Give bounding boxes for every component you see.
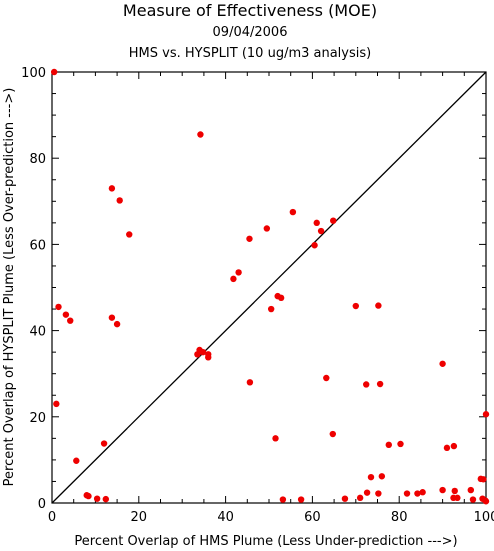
data-point [363, 489, 371, 496]
data-point [55, 303, 62, 311]
data-point [197, 131, 204, 138]
data-point [467, 486, 475, 494]
data-point [199, 348, 207, 356]
data-point [108, 185, 116, 192]
data-point [397, 440, 404, 448]
data-point [100, 440, 108, 447]
data-point [50, 68, 58, 76]
data-point [205, 354, 212, 361]
data-point [102, 495, 110, 503]
data-point [93, 495, 101, 502]
chart-date: 09/04/2006 [213, 25, 288, 40]
data-point [62, 311, 70, 318]
data-point [454, 494, 461, 502]
x-tick-label: 40 [217, 510, 234, 525]
x-tick-label: 80 [391, 510, 408, 525]
data-point [480, 476, 487, 483]
data-point [272, 435, 279, 442]
y-tick-label: 100 [21, 66, 46, 81]
data-point [116, 197, 123, 204]
data-point [53, 400, 60, 408]
data-point [235, 269, 242, 276]
x-tick-label: 60 [304, 510, 321, 525]
reference-line-group [51, 71, 487, 504]
y-tick-label: 40 [29, 325, 46, 340]
data-point [341, 495, 349, 502]
data-point [375, 490, 382, 497]
data-point [230, 275, 237, 283]
data-point [126, 231, 133, 238]
y-tick-label: 60 [29, 238, 46, 253]
data-point [385, 441, 392, 449]
x-tick-label: 20 [131, 510, 148, 525]
data-point [450, 442, 458, 450]
chart-title: Measure of Effectiveness (MOE) [123, 1, 377, 20]
data-point [263, 225, 271, 232]
data-point [246, 235, 253, 242]
data-point [419, 489, 426, 496]
data-point [482, 498, 490, 505]
data-point [329, 430, 336, 438]
data-point [356, 494, 364, 502]
data-point [246, 379, 254, 386]
data-point [289, 208, 297, 216]
x-tick-label: 100 [474, 510, 494, 525]
data-point [363, 381, 370, 388]
data-point [469, 496, 477, 503]
data-point [443, 444, 451, 452]
data-point [378, 473, 386, 480]
data-point [451, 487, 458, 495]
data-point [297, 496, 305, 503]
x-axis-label: Percent Overlap of HMS Plume (Less Under… [74, 534, 457, 549]
data-point [414, 490, 421, 497]
axis-ticks: 0 20 40 60 80 100 0 20 40 60 80 100 [21, 66, 494, 525]
data-points [50, 68, 490, 505]
data-point [108, 314, 116, 321]
data-point [277, 294, 285, 302]
data-point [330, 217, 337, 224]
data-point [439, 360, 446, 367]
data-point [482, 411, 490, 418]
data-point [113, 320, 121, 328]
y-axis-label: Percent Overlap of HYSPLIT Plume (Less O… [2, 88, 17, 487]
data-point [313, 219, 320, 227]
data-point [367, 473, 375, 481]
chart-subtitle: HMS vs. HYSPLIT (10 ug/m3 analysis) [129, 46, 371, 61]
data-point [67, 317, 74, 324]
data-point [352, 302, 359, 310]
data-point [267, 305, 275, 313]
y-tick-label: 80 [29, 152, 46, 167]
data-point [323, 374, 330, 382]
x-tick-label: 0 [48, 510, 56, 525]
data-point [317, 227, 325, 235]
data-point [311, 242, 318, 249]
y-tick-label: 20 [29, 411, 46, 426]
diagonal-reference-line [51, 71, 487, 504]
data-point [439, 486, 446, 494]
data-point [403, 490, 411, 497]
data-point [376, 380, 384, 388]
data-point [85, 492, 92, 500]
y-tick-label: 0 [38, 497, 46, 512]
data-point [375, 302, 382, 309]
data-point [279, 496, 287, 503]
data-point [73, 457, 80, 464]
